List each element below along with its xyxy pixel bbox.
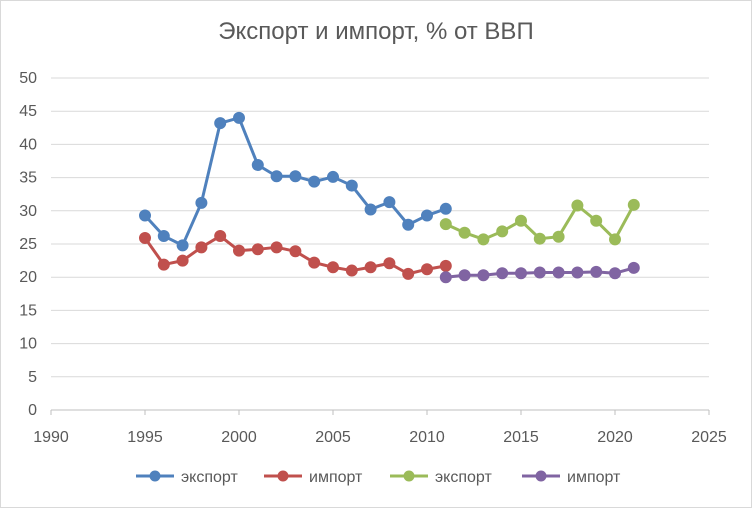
data-point	[552, 230, 565, 243]
data-point	[139, 209, 151, 222]
data-point	[308, 175, 321, 188]
data-point	[364, 203, 377, 216]
data-point	[609, 233, 621, 246]
legend-label: экспорт	[181, 469, 238, 486]
data-point	[590, 214, 603, 227]
data-point	[176, 254, 189, 267]
x-tick-label: 2015	[503, 429, 539, 446]
legend-marker	[149, 470, 161, 482]
data-point	[402, 218, 415, 231]
legend-marker	[535, 470, 547, 482]
data-point	[327, 261, 339, 274]
data-point	[289, 170, 302, 183]
data-point	[515, 214, 527, 227]
data-point	[533, 232, 546, 245]
data-point	[402, 267, 415, 280]
data-point	[421, 209, 433, 222]
data-point	[214, 117, 227, 130]
y-tick-label: 20	[19, 269, 37, 286]
legend-label: импорт	[567, 469, 621, 486]
y-tick-label: 5	[28, 369, 37, 386]
data-point	[289, 245, 302, 258]
data-point	[157, 230, 170, 243]
legend-marker	[277, 470, 289, 482]
data-point	[176, 239, 189, 252]
y-tick-label: 35	[19, 170, 37, 187]
data-point	[195, 196, 208, 209]
data-point	[214, 230, 227, 243]
legend-marker	[403, 470, 415, 482]
data-point	[590, 265, 603, 278]
data-point	[552, 266, 565, 279]
data-point	[515, 267, 527, 280]
data-point	[327, 170, 339, 183]
data-point	[421, 263, 433, 276]
data-point	[627, 198, 640, 211]
data-point	[439, 259, 452, 272]
data-point	[157, 258, 170, 271]
data-point	[627, 261, 640, 274]
data-point	[139, 232, 151, 245]
y-tick-label: 50	[19, 70, 37, 87]
x-tick-label: 2020	[597, 429, 633, 446]
data-point	[439, 271, 452, 284]
data-point	[477, 269, 490, 282]
y-tick-label: 25	[19, 236, 37, 253]
data-point	[477, 233, 490, 246]
data-point	[233, 244, 245, 257]
chart-title: Экспорт и импорт, % от ВВП	[218, 18, 534, 45]
data-point	[571, 199, 584, 212]
data-point	[233, 111, 245, 124]
x-tick-label: 1990	[33, 429, 69, 446]
x-tick-label: 1995	[127, 429, 163, 446]
data-point	[383, 196, 396, 209]
data-point	[364, 261, 377, 274]
data-point	[345, 264, 358, 277]
legend-label: экспорт	[435, 469, 492, 486]
x-tick-label: 2000	[221, 429, 257, 446]
data-point	[345, 179, 358, 192]
data-point	[571, 266, 584, 279]
data-point	[270, 241, 283, 254]
y-tick-label: 45	[19, 103, 37, 120]
data-point	[439, 202, 452, 215]
y-tick-label: 10	[19, 336, 37, 353]
y-tick-label: 40	[19, 136, 37, 153]
legend-label: импорт	[309, 469, 363, 486]
data-point	[383, 257, 396, 270]
data-point	[496, 225, 509, 238]
data-point	[533, 266, 546, 279]
y-tick-label: 15	[19, 302, 37, 319]
data-point	[458, 226, 471, 239]
data-point	[270, 170, 283, 183]
data-point	[308, 256, 321, 269]
x-tick-label: 2025	[691, 429, 727, 446]
x-tick-label: 2010	[409, 429, 445, 446]
y-tick-label: 30	[19, 203, 37, 220]
data-point	[458, 269, 471, 282]
data-point	[496, 267, 509, 280]
data-point	[439, 218, 452, 231]
data-point	[195, 241, 208, 254]
data-point	[251, 243, 264, 256]
y-tick-label: 0	[28, 402, 37, 419]
data-point	[251, 158, 264, 171]
x-tick-label: 2005	[315, 429, 351, 446]
data-point	[609, 267, 621, 280]
